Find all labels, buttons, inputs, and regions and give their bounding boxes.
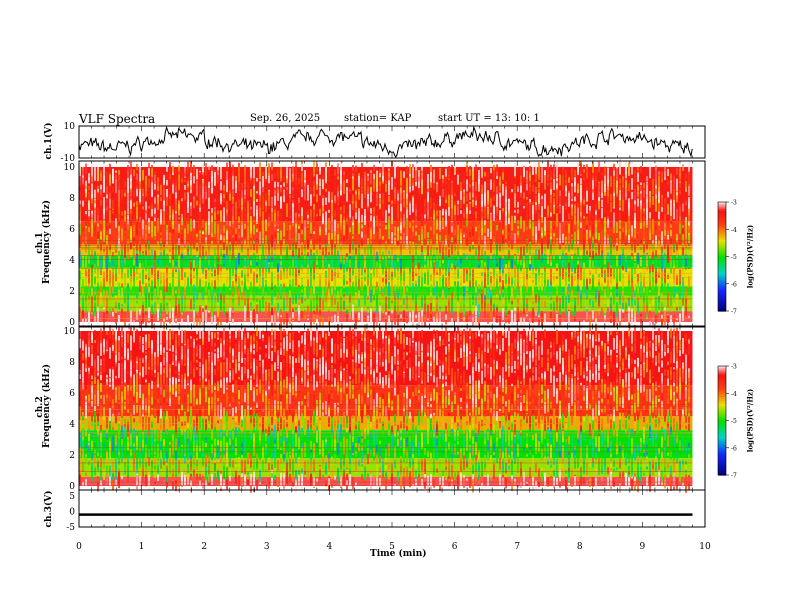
ch1-colorbar-tick-label: -7: [731, 309, 737, 316]
axes-frames: [78, 125, 706, 528]
ch1-spectrogram-ytick-label: 6: [69, 225, 75, 235]
ch1-spectrogram-ytick-label: 4: [69, 256, 75, 266]
ch2-spectrogram-ytick-label: 2: [69, 451, 75, 461]
ch1-colorbar-label: log(PSD)(V²/Hz): [745, 224, 755, 289]
ch2-colorbar-tick-label: -7: [731, 473, 737, 480]
x-tick-label: 0: [76, 542, 82, 552]
ch2-spectrogram-nodata: [692, 331, 705, 486]
ch2-spectrogram-ytick-label: 0: [69, 482, 75, 492]
ch3-ytick-label: 0: [69, 508, 75, 518]
ch3-ytick-label: -5: [66, 523, 75, 533]
chart-title: VLF Spectra: [79, 112, 156, 126]
ch3-waveform-ylabel: ch.3(V): [44, 490, 54, 528]
ch1-spectrogram-ytick-label: 0: [69, 318, 75, 328]
x-tick-label: 4: [327, 542, 333, 552]
ch2-spectrogram-ytick-label: 6: [69, 389, 75, 399]
ch3-waveform-band: [79, 513, 693, 516]
ch2-spectrogram-band: [79, 416, 693, 431]
ch2-colorbar-tick-label: -5: [731, 418, 737, 425]
ch2-spectrogram-ytick-label: 8: [69, 358, 75, 368]
ch1-spectrogram-nodata: [692, 167, 705, 322]
ch1-waveform-panel: 10 -10: [61, 122, 693, 164]
ch1-spectrogram-panel: 0 2 4 6 8 10: [64, 159, 705, 330]
ch1-ytick-label: 10: [64, 122, 76, 132]
x-tick-label: 8: [577, 542, 583, 552]
x-tick-label: 7: [514, 542, 520, 552]
x-tick-label: 5: [389, 542, 395, 552]
ch1-colorbar-tick-label: -6: [731, 281, 737, 288]
panel-frame: [78, 489, 706, 528]
ch2-spectrogram-ytick-label: 4: [69, 420, 75, 430]
ch2-spectrogram-ylabel: Frequency (kHz): [42, 364, 52, 449]
x-tick-label: 9: [640, 542, 646, 552]
ch1-colorbar-tick-label: -3: [731, 200, 737, 207]
ch1-colorbar-tick-label: -5: [731, 254, 737, 261]
ch1-waveform-ylabel: ch.1(V): [44, 122, 54, 160]
x-tick-label: 6: [452, 542, 458, 552]
ch2-colorbar-tick-label: -4: [731, 391, 737, 398]
x-tick-label: 2: [201, 542, 207, 552]
x-tick-label: 3: [264, 542, 270, 552]
ch1-spectrogram-ytick-label: 2: [69, 287, 75, 297]
ch1-ytick-label: -10: [61, 154, 76, 164]
start-time-label: start UT = 13: 10: 1: [438, 113, 540, 124]
ch2-spectrogram-ytick-label: 10: [64, 327, 76, 337]
ch1-spectrogram-ylabel: Frequency (kHz): [42, 200, 52, 285]
ch1-colorbar: -3 -4 -5 -6 -7: [717, 200, 737, 316]
ch1-waveform-line: [78, 125, 693, 158]
ch2-colorbar: -3 -4 -5 -6 -7: [717, 364, 737, 480]
ch3-waveform-panel: 50-50 1 2 3 4 5 6 7 8 9 10: [66, 492, 711, 552]
ch2-colorbar-label: log(PSD)(V²/Hz): [745, 388, 755, 453]
ch2-colorbar-tick-label: -6: [731, 445, 737, 452]
x-tick-label: 1: [139, 542, 145, 552]
ch1-colorbar-tick-label: -4: [731, 227, 737, 234]
ch1-spectrogram-ytick-label: 10: [64, 163, 76, 173]
x-tick-label: 10: [699, 542, 711, 552]
date-label: Sep. 26, 2025: [250, 113, 321, 124]
ch3-ytick-label: 5: [69, 492, 75, 502]
ch2-colorbar-tick-label: -3: [731, 364, 737, 371]
ch2-spectrogram-panel: 0 2 4 6 8 10: [64, 323, 705, 494]
station-label: station= KAP: [344, 113, 412, 124]
ch1-spectrogram-ytick-label: 8: [69, 194, 75, 204]
x-axis-label: Time (min): [370, 549, 427, 559]
